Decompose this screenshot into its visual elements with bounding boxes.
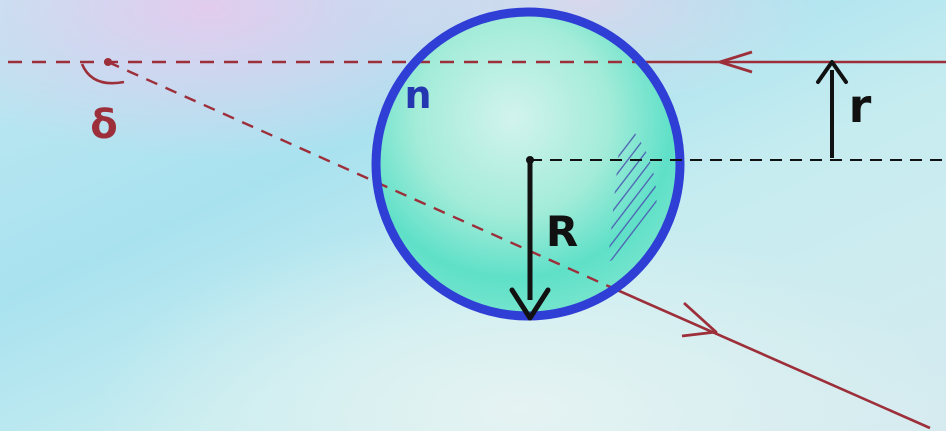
exit-ray [607, 284, 931, 430]
exit-ray-extension [107, 60, 609, 288]
deviation-angle-label: δ [90, 102, 117, 148]
radius-label: R [546, 207, 578, 256]
refractive-index-label: n [404, 73, 431, 117]
deviation-angle-arc [80, 63, 125, 85]
ray-intersection-point [104, 58, 112, 66]
offset-arrowhead [816, 60, 848, 84]
radius-arrowhead [509, 287, 551, 321]
incident-ray-arrowhead [718, 50, 753, 74]
exit-ray-arrowhead [681, 301, 718, 338]
offset-label: r [849, 79, 872, 133]
